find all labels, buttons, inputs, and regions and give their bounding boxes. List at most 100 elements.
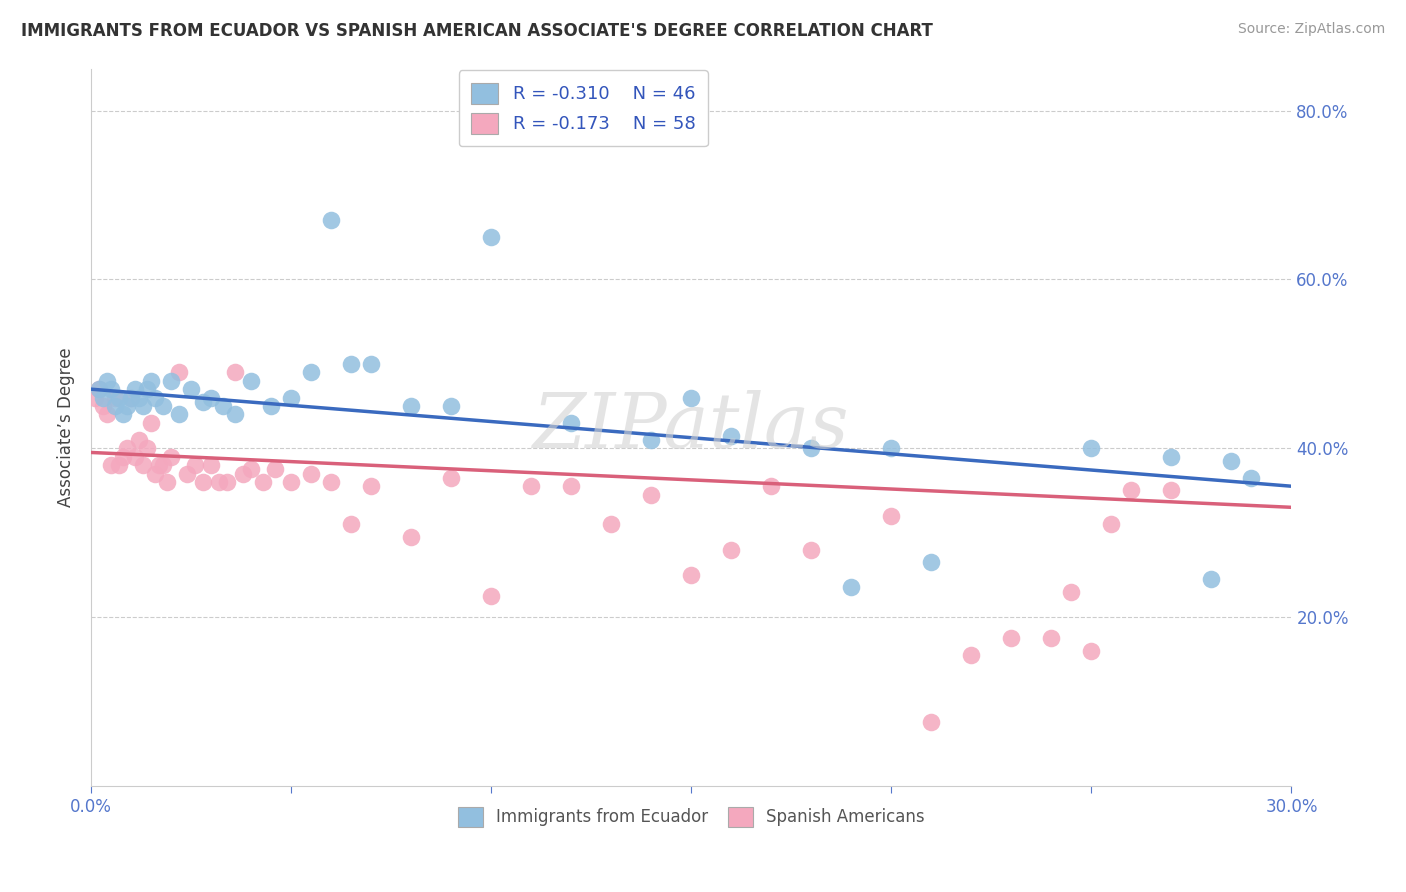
- Point: [152, 399, 174, 413]
- Point: [108, 458, 131, 472]
- Point: [128, 391, 150, 405]
- Point: [115, 442, 138, 456]
- Point: [143, 391, 166, 405]
- Point: [640, 488, 662, 502]
- Point: [184, 458, 207, 472]
- Point: [280, 391, 302, 405]
- Point: [520, 479, 543, 493]
- Point: [124, 450, 146, 464]
- Point: [720, 428, 742, 442]
- Text: IMMIGRANTS FROM ECUADOR VS SPANISH AMERICAN ASSOCIATE'S DEGREE CORRELATION CHART: IMMIGRANTS FROM ECUADOR VS SPANISH AMERI…: [21, 22, 934, 40]
- Point: [399, 399, 422, 413]
- Point: [200, 391, 222, 405]
- Point: [152, 458, 174, 472]
- Point: [1080, 644, 1102, 658]
- Point: [160, 450, 183, 464]
- Point: [193, 394, 215, 409]
- Point: [1201, 572, 1223, 586]
- Point: [360, 479, 382, 493]
- Point: [920, 715, 942, 730]
- Point: [124, 382, 146, 396]
- Point: [132, 458, 155, 472]
- Point: [1220, 454, 1243, 468]
- Point: [132, 399, 155, 413]
- Point: [136, 382, 159, 396]
- Point: [148, 458, 170, 472]
- Point: [761, 479, 783, 493]
- Point: [104, 391, 127, 405]
- Point: [217, 475, 239, 489]
- Point: [167, 408, 190, 422]
- Point: [321, 475, 343, 489]
- Point: [920, 555, 942, 569]
- Point: [560, 416, 582, 430]
- Point: [252, 475, 274, 489]
- Point: [160, 374, 183, 388]
- Point: [841, 581, 863, 595]
- Point: [96, 374, 118, 388]
- Point: [360, 357, 382, 371]
- Point: [240, 374, 263, 388]
- Point: [299, 365, 322, 379]
- Point: [156, 475, 179, 489]
- Point: [224, 365, 246, 379]
- Point: [1160, 450, 1182, 464]
- Point: [120, 391, 142, 405]
- Point: [193, 475, 215, 489]
- Point: [880, 508, 903, 523]
- Point: [120, 391, 142, 405]
- Point: [264, 462, 287, 476]
- Point: [128, 433, 150, 447]
- Point: [176, 467, 198, 481]
- Point: [440, 471, 463, 485]
- Point: [960, 648, 983, 662]
- Point: [84, 391, 107, 405]
- Point: [1099, 517, 1122, 532]
- Point: [143, 467, 166, 481]
- Point: [681, 391, 703, 405]
- Point: [720, 542, 742, 557]
- Point: [180, 382, 202, 396]
- Point: [800, 442, 823, 456]
- Point: [200, 458, 222, 472]
- Point: [681, 567, 703, 582]
- Y-axis label: Associate’s Degree: Associate’s Degree: [58, 347, 75, 507]
- Point: [232, 467, 254, 481]
- Point: [321, 213, 343, 227]
- Point: [91, 391, 114, 405]
- Point: [104, 399, 127, 413]
- Point: [100, 458, 122, 472]
- Point: [440, 399, 463, 413]
- Point: [224, 408, 246, 422]
- Point: [1040, 631, 1063, 645]
- Point: [560, 479, 582, 493]
- Point: [96, 408, 118, 422]
- Legend: Immigrants from Ecuador, Spanish Americans: Immigrants from Ecuador, Spanish America…: [450, 799, 934, 835]
- Point: [880, 442, 903, 456]
- Point: [640, 433, 662, 447]
- Point: [280, 475, 302, 489]
- Point: [112, 408, 135, 422]
- Point: [1000, 631, 1022, 645]
- Point: [800, 542, 823, 557]
- Point: [115, 399, 138, 413]
- Text: Source: ZipAtlas.com: Source: ZipAtlas.com: [1237, 22, 1385, 37]
- Point: [600, 517, 623, 532]
- Point: [136, 442, 159, 456]
- Point: [1060, 584, 1083, 599]
- Point: [89, 382, 111, 396]
- Point: [212, 399, 235, 413]
- Point: [108, 391, 131, 405]
- Point: [340, 357, 363, 371]
- Point: [340, 517, 363, 532]
- Point: [479, 589, 502, 603]
- Point: [91, 399, 114, 413]
- Point: [1240, 471, 1263, 485]
- Point: [208, 475, 231, 489]
- Point: [299, 467, 322, 481]
- Point: [141, 374, 163, 388]
- Point: [1121, 483, 1143, 498]
- Point: [1080, 442, 1102, 456]
- Point: [141, 416, 163, 430]
- Point: [399, 530, 422, 544]
